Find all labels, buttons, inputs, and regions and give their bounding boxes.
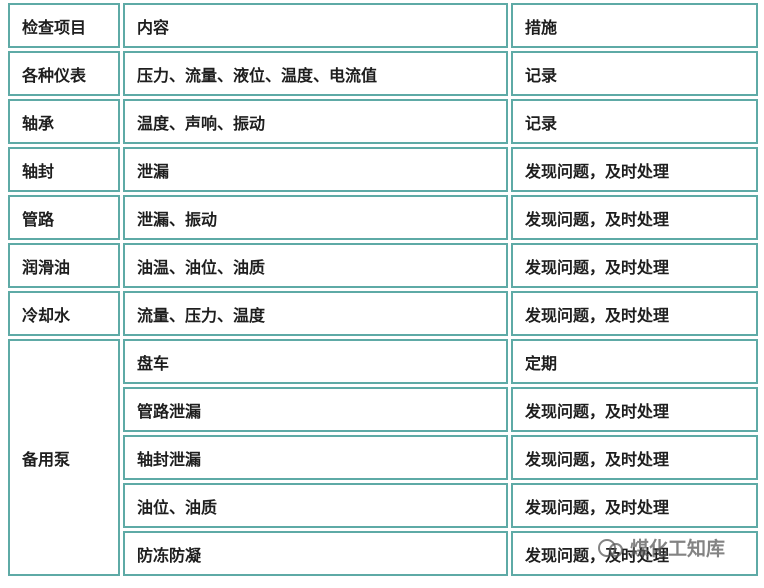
table-cell: 发现问题，及时处理 (511, 531, 758, 576)
table-row: 防冻防凝 发现问题，及时处理 (8, 531, 758, 576)
header-cell: 内容 (123, 3, 508, 48)
table-row: 轴承 温度、声响、振动 记录 (8, 99, 758, 144)
table-cell: 管路泄漏 (123, 387, 508, 432)
table-cell: 发现问题，及时处理 (511, 291, 758, 336)
table-row: 轴封泄漏发现问题，及时处理 (8, 147, 758, 192)
header-cell: 措施 (511, 3, 758, 48)
table-cell: 润滑油 (8, 243, 120, 288)
watermark: 煤化工知库 (598, 534, 725, 561)
table-cell: 发现问题，及时处理 (511, 435, 758, 480)
watermark-icon (598, 538, 623, 557)
table-cell: 各种仪表 (8, 51, 120, 96)
table-cell: 管路 (8, 195, 120, 240)
table-cell: 发现问题，及时处理 (511, 243, 758, 288)
table-row: 管路泄漏 发现问题，及时处理 (8, 387, 758, 432)
inspection-table: 检查项目 内容 措施 各种仪表 压力、流量、液位、温度、电流值 记录 轴承 温度、声响、… (5, 0, 761, 579)
table-cell: 盘车 (123, 339, 508, 384)
table-cell: 轴封 (8, 147, 120, 192)
table-row: 油位、油质 发现问题，及时处理 (8, 483, 758, 528)
table-cell: 泄漏 (123, 147, 508, 192)
table-row: 润滑油 油温、油位、油质 发现问题，及时处理 (8, 243, 758, 288)
table-cell: 记录 (511, 99, 758, 144)
table-cell: 防冻防凝 (123, 531, 508, 576)
table-cell: 油位、油质 (123, 483, 508, 528)
table-cell: 发现问题，及时处理 (511, 483, 758, 528)
table-row: 轴封泄漏发现问题，及时处理 (8, 435, 758, 480)
table-row: 冷却水 流量、压力、温度 发现问题，及时处理 (8, 291, 758, 336)
table-row: 备用泵 盘车 定期 (8, 339, 758, 576)
table-cell: 定期 (511, 339, 758, 384)
table-cell: 压力、流量、液位、温度、电流值 (123, 51, 508, 96)
table-cell: 泄漏、振动 (123, 195, 508, 240)
table-cell: 发现问题，及时处理 (511, 147, 758, 192)
table-row: 各种仪表 压力、流量、液位、温度、电流值 记录 (8, 51, 758, 96)
table-cell: 温度、声响、振动 (123, 99, 508, 144)
table-cell: 记录 (511, 51, 758, 96)
table-cell: 备用泵 (8, 339, 120, 576)
header-cell: 检查项目 (8, 3, 120, 48)
table-cell: 发现问题，及时处理 (511, 387, 758, 432)
table-cell: 发现问题，及时处理 (511, 195, 758, 240)
table-cell: 油温、油位、油质 (123, 243, 508, 288)
watermark-text: 煤化工知库 (630, 538, 726, 560)
table-cell: 流量、压力、温度 (123, 291, 508, 336)
table-cell: 轴承 (8, 99, 120, 144)
table-cell: 冷却水 (8, 291, 120, 336)
table-row: 管路 泄漏、振动 发现问题，及时处理 (8, 195, 758, 240)
table-cell: 轴封泄漏 (123, 435, 508, 480)
header-row: 检查项目 内容 措施 (8, 3, 758, 48)
